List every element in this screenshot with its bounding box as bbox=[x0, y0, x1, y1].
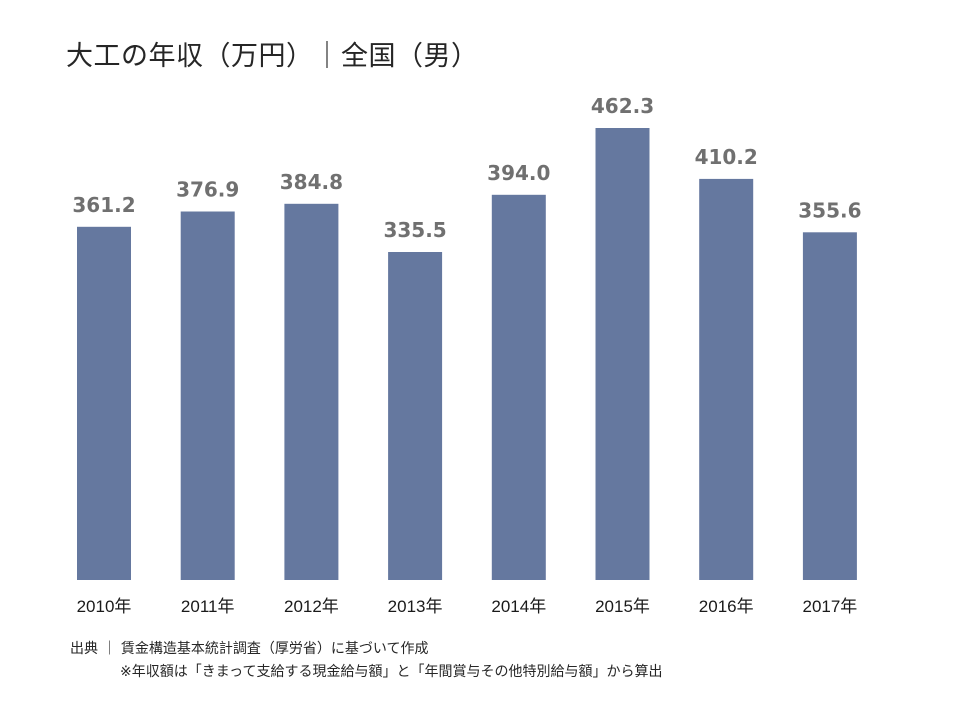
note-text: ※年収額は「きまって支給する現金給与額」と「年間賞与その他特別給与額」から算出 bbox=[120, 664, 663, 680]
category-label: 2012年 bbox=[284, 597, 339, 616]
chart-title: 大工の年収（万円）｜全国（男） bbox=[66, 41, 479, 72]
value-label: 355.6 bbox=[798, 198, 861, 222]
value-label: 394.0 bbox=[487, 161, 550, 185]
bar-2011年 bbox=[180, 211, 235, 580]
bar-2017年 bbox=[802, 232, 857, 581]
category-label: 2015年 bbox=[595, 597, 650, 616]
category-label: 2016年 bbox=[699, 597, 754, 616]
value-label: 410.2 bbox=[695, 145, 758, 169]
value-label: 462.3 bbox=[591, 94, 654, 118]
bar-2014年 bbox=[491, 194, 546, 581]
category-label: 2017年 bbox=[802, 597, 857, 616]
source-text: 出典 ｜ 賃金構造基本統計調査（厚労省）に基づいて作成 bbox=[70, 641, 429, 657]
category-label: 2013年 bbox=[388, 597, 443, 616]
bar-2013年 bbox=[388, 252, 443, 580]
value-label: 384.8 bbox=[280, 170, 343, 194]
bar-2012年 bbox=[284, 203, 339, 581]
value-label: 335.5 bbox=[383, 218, 446, 242]
category-label: 2014年 bbox=[491, 597, 546, 616]
bar-2015年 bbox=[595, 128, 650, 580]
category-label: 2010年 bbox=[77, 597, 132, 616]
bar-2010年 bbox=[77, 226, 131, 581]
category-label: 2011年 bbox=[181, 597, 235, 616]
value-label: 361.2 bbox=[72, 193, 135, 217]
bar-2016年 bbox=[699, 178, 754, 580]
value-label: 376.9 bbox=[176, 178, 239, 202]
